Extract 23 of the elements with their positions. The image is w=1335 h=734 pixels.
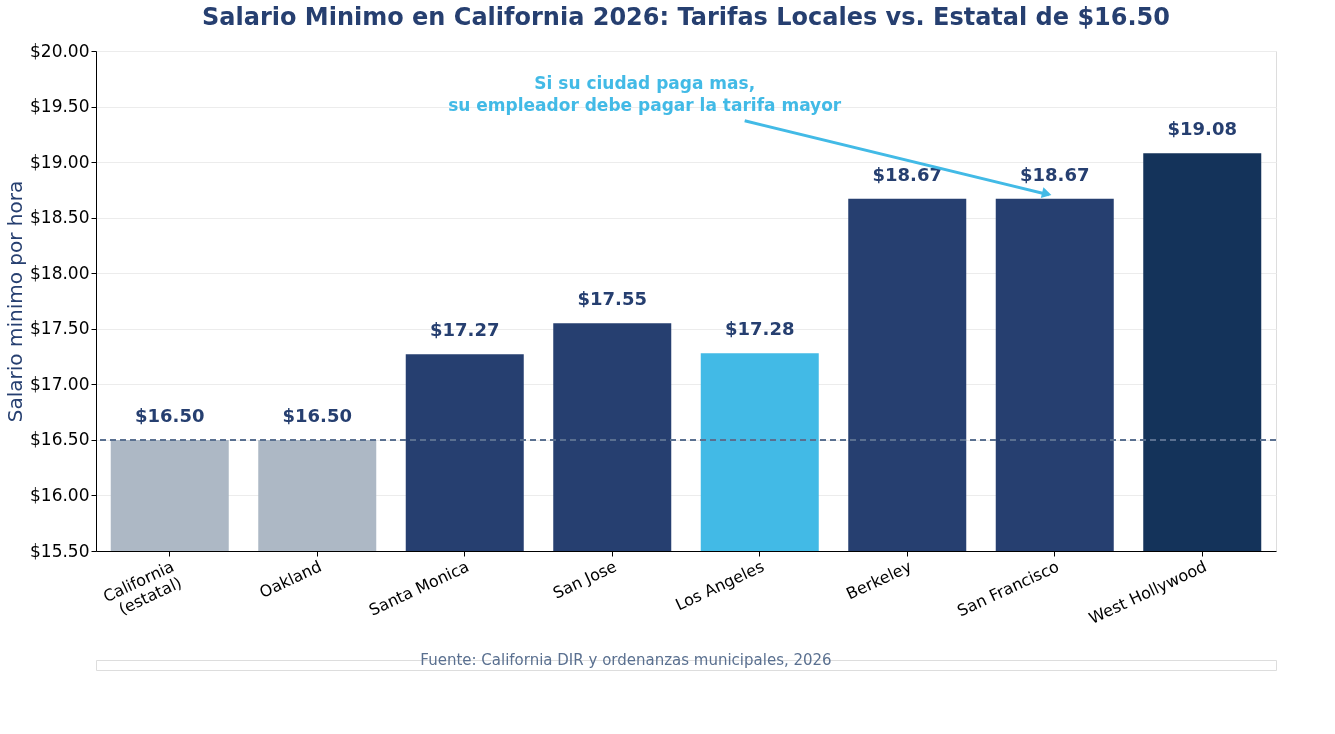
y-tick-label: $18.50 (30, 207, 90, 228)
y-tick-label: $20.00 (30, 40, 90, 61)
data-label: $16.50 (282, 404, 352, 426)
x-tick-label: San Jose (549, 556, 620, 603)
data-label: $16.50 (135, 404, 205, 426)
data-label: $19.08 (1167, 118, 1237, 140)
annotation: Si su ciudad paga mas, su empleador debe pagar la tarifa mayor (448, 72, 842, 115)
y-tick-label: $17.00 (30, 373, 90, 394)
y-axis-title: Salario minimo por hora (3, 180, 28, 423)
chart-title: Salario Minimo en California 2026: Tarifas Locales vs. Estatal de $16.50 (201, 3, 1171, 31)
y-tick-label: $15.50 (30, 540, 90, 561)
data-label: $17.28 (725, 318, 795, 340)
data-label: $18.67 (872, 163, 942, 185)
source-note: Fuente: California DIR y ordenanzas municipales, 2026 (420, 651, 832, 669)
y-tick-label: $17.50 (30, 318, 90, 339)
data-label: $18.67 (1020, 163, 1090, 185)
y-tick-label: $19.00 (30, 151, 90, 172)
y-tick-label: $19.50 (30, 96, 90, 117)
data-label: $17.55 (577, 288, 647, 310)
y-tick-label: $16.50 (30, 429, 90, 450)
data-label: $17.27 (430, 319, 500, 341)
y-tick-label: $16.00 (30, 484, 90, 505)
y-tick-label: $18.00 (30, 262, 90, 283)
